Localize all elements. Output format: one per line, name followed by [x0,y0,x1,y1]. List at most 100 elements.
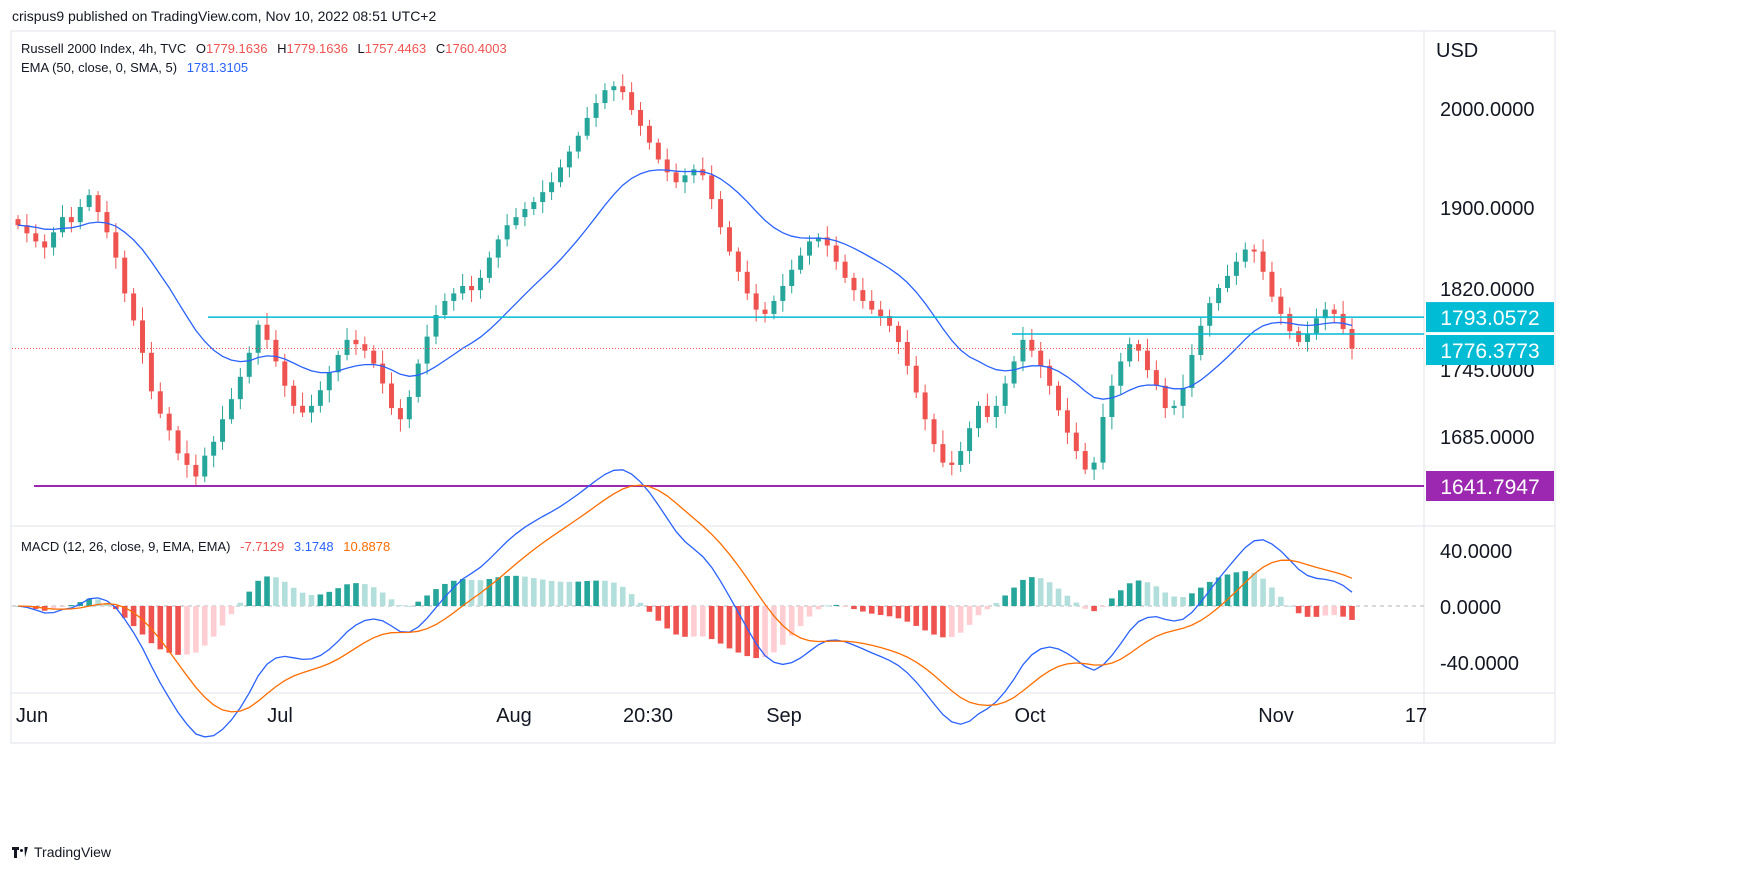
candle[interactable] [1056,381,1062,416]
macd-pane[interactable] [12,469,1424,738]
candle[interactable] [958,441,964,472]
candle[interactable] [442,293,448,320]
candle[interactable] [433,305,439,345]
candle[interactable] [1233,252,1239,285]
candle[interactable] [1162,377,1168,419]
candle[interactable] [815,233,821,248]
candle[interactable] [949,451,955,476]
macd-line[interactable] [17,469,1353,738]
candle[interactable] [842,254,848,283]
candle[interactable] [1251,244,1257,263]
candle[interactable] [869,290,875,314]
candle[interactable] [709,165,715,210]
candle[interactable] [380,350,386,394]
candle[interactable] [833,236,839,270]
candle[interactable] [122,250,128,303]
ema-label[interactable]: EMA (50, close, 0, SMA, 5) [21,60,178,75]
candle[interactable] [1073,422,1079,460]
candle[interactable] [220,405,226,450]
candle[interactable] [1082,442,1088,475]
candle[interactable] [798,247,804,274]
candle[interactable] [317,381,323,413]
candle[interactable] [1269,261,1275,303]
candle[interactable] [646,119,652,150]
candle[interactable] [113,223,119,269]
candle[interactable] [1278,288,1284,325]
candle[interactable] [1091,456,1097,480]
candle[interactable] [700,157,706,181]
candle[interactable] [415,359,421,403]
candle[interactable] [673,163,679,189]
ema-line[interactable] [17,169,1353,400]
tradingview-footer[interactable]: TradingView [12,844,111,860]
candle[interactable] [460,273,466,300]
candle[interactable] [629,82,635,115]
candle[interactable] [931,413,937,453]
candle[interactable] [131,288,137,326]
candle[interactable] [140,307,146,364]
candle[interactable] [282,353,288,397]
candle[interactable] [77,199,83,230]
candle[interactable] [584,107,590,140]
candle[interactable] [1144,338,1150,378]
candle[interactable] [922,384,928,431]
candle[interactable] [335,350,341,382]
candle[interactable] [895,321,901,354]
candle[interactable] [726,221,732,256]
candle[interactable] [389,372,395,415]
candle[interactable] [406,390,412,429]
candle[interactable] [104,201,110,239]
candle[interactable] [1305,321,1311,352]
candle[interactable] [789,259,795,294]
candle[interactable] [291,380,297,414]
candle[interactable] [486,251,492,283]
candle[interactable] [851,272,857,301]
candle[interactable] [1127,337,1133,367]
candle[interactable] [904,330,910,375]
candle[interactable] [469,275,475,303]
candle[interactable] [326,365,332,403]
macd-label[interactable]: MACD (12, 26, close, 9, EMA, EMA) [21,539,231,554]
candle[interactable] [175,425,181,461]
candle[interactable] [1296,326,1302,347]
candle[interactable] [202,447,208,483]
candle[interactable] [86,189,92,212]
candle[interactable] [557,159,563,188]
candle[interactable] [691,164,697,184]
candle[interactable] [762,302,768,323]
candle[interactable] [15,215,21,230]
candle[interactable] [300,392,306,418]
candle[interactable] [993,395,999,429]
candle[interactable] [1180,374,1186,419]
candle[interactable] [664,148,670,182]
candle[interactable] [211,436,217,468]
candle[interactable] [824,226,830,257]
candle[interactable] [157,382,163,419]
candle[interactable] [878,300,884,326]
candle[interactable] [1198,317,1204,361]
candle[interactable] [1189,344,1195,397]
candle[interactable] [593,94,599,127]
candle[interactable] [540,180,546,214]
price-pane[interactable] [12,74,1424,487]
candle[interactable] [504,214,510,247]
candle[interactable] [362,336,368,359]
candle[interactable] [397,399,403,432]
candle[interactable] [166,406,172,441]
candle[interactable] [638,102,644,136]
candle[interactable] [566,145,572,178]
candle[interactable] [575,131,581,159]
candle[interactable] [513,208,519,230]
candle[interactable] [42,234,48,259]
candle[interactable] [24,214,30,243]
candle[interactable] [807,235,813,265]
candle[interactable] [353,330,359,355]
candle[interactable] [1011,356,1017,388]
candle[interactable] [735,247,741,281]
candle[interactable] [1171,400,1177,415]
candle[interactable] [887,309,893,333]
candle[interactable] [940,430,946,468]
candle[interactable] [744,260,750,300]
macd-signal-line[interactable] [17,484,1353,713]
candle[interactable] [1109,374,1115,430]
